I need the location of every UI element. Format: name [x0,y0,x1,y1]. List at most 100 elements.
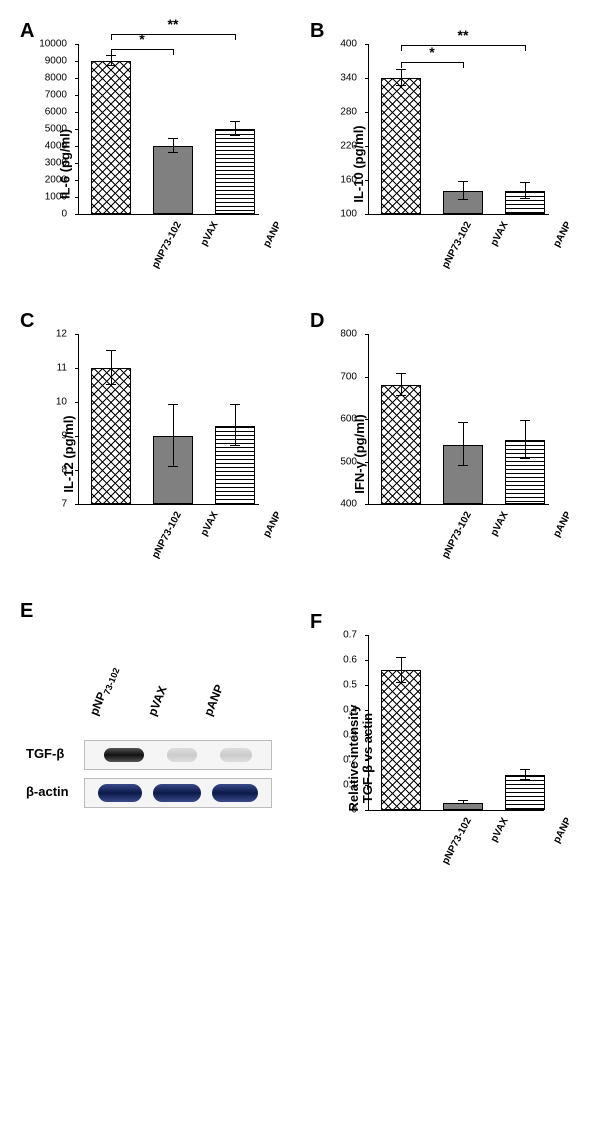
plot-area: 789101112pNP73-102pVAXpANP [78,334,259,505]
error-cap [520,458,530,459]
bars [79,334,259,504]
x-label: pVAX [489,510,511,538]
panel-D: D 400500600700800pNP73-102pVAXpANPIFN-γ (… [310,310,580,574]
error-cap [230,404,240,405]
panel-B: B100160220280340400pNP73-102pVAXpANP***I… [310,20,580,284]
error-bar [401,374,402,395]
chart-D: 400500600700800pNP73-102pVAXpANPIFN-γ (p… [368,334,580,574]
y-tick-label: 0 [61,209,67,220]
error-cap [396,657,406,658]
y-tick-label: 11 [57,363,67,374]
error-cap [230,445,240,446]
figure-root: A 010002000300040005000600070008000900010… [0,0,600,1131]
y-tick-label: 280 [340,107,357,118]
y-axis-label: IL-10 (pg/ml) [351,125,366,202]
error-bar [173,139,174,153]
y-tick [75,504,79,505]
error-cap [168,152,178,153]
lane-label-container: pVAX [146,704,190,718]
error-cap [168,466,178,467]
y-axis-label: IL-12 (pg/ml) [61,415,76,492]
y-tick-label: 400 [340,499,357,510]
bars [79,44,259,214]
error-bar [525,421,526,459]
error-bar [401,658,402,683]
error-cap [458,422,468,423]
gel-band [167,748,197,762]
gel-row-label: TGF-β [26,746,64,761]
plot-area: 400500600700800pNP73-102pVAXpANP [368,334,549,505]
panel-letter: C [20,310,34,333]
error-cap [520,198,530,199]
sig-star: ** [168,16,179,32]
y-tick [365,504,369,505]
y-tick-label: 8000 [45,73,67,84]
panel-letter: F [310,611,322,634]
y-tick-label: 0.5 [343,680,357,691]
y-axis-label: IFN-γ (pg/ml) [352,414,367,493]
y-tick-label: 400 [340,39,357,50]
gel-band [98,784,142,802]
bar-pANP [215,129,255,214]
bar-pNP73-102 [91,61,131,214]
error-cap [396,69,406,70]
gel-lane-labels: pNP73-102 pVAX pANP [90,628,246,718]
error-cap [396,395,406,396]
y-tick-label: 10 [56,397,67,408]
error-cap [106,55,116,56]
error-bar [525,183,526,199]
y-tick-label: 7000 [45,90,67,101]
x-label: pANP [551,220,573,249]
chart-C: 789101112pNP73-102pVAXpANPIL-12 (pg/ml) [78,334,290,574]
bars [369,635,544,810]
error-cap [230,135,240,136]
bar-pNP73-102 [381,385,421,504]
bar-pNP73-102 [381,670,421,810]
chart-B: 100160220280340400pNP73-102pVAXpANP***IL… [368,44,580,284]
x-label: pVAX [489,220,511,248]
error-cap [520,182,530,183]
panel-A: A 010002000300040005000600070008000900010… [20,20,290,284]
panel-F: F 00.10.20.30.40.50.60.7pNP73-102pVAXpANP… [310,611,580,880]
y-tick-label: 9000 [45,56,67,67]
error-cap [230,121,240,122]
x-label: pVAX [199,220,221,248]
row-3: EpNP73-102 pVAX pANP TGF-β β-actin F 00.10.20… [20,600,580,880]
gel-strip [84,778,272,808]
y-tick-label: 340 [340,73,357,84]
error-cap [458,181,468,182]
bar-pVAX [153,146,193,214]
x-label: pVAX [199,510,221,538]
chart-F: 00.10.20.30.40.50.60.7pNP73-102pVAXpANPR… [368,635,580,880]
x-label: pNP73-102 [440,510,474,560]
y-tick-label: 700 [340,371,357,382]
bar-pANP [505,775,545,810]
x-label: pANP [551,510,573,539]
error-cap [520,779,530,780]
plot-area: 100160220280340400pNP73-102pVAXpANP*** [368,44,549,215]
y-tick-label: 10000 [39,39,67,50]
gel-band [220,748,252,762]
panel-letter: D [310,310,324,333]
bars [369,334,549,504]
sig-line [111,34,235,35]
error-cap [396,682,406,683]
row-1: A 010002000300040005000600070008000900010… [20,20,580,284]
error-cap [168,138,178,139]
error-bar [463,423,464,466]
plot-area: 0100020003000400050006000700080009000100… [78,44,259,215]
error-cap [520,420,530,421]
sig-drop [235,34,236,40]
error-cap [458,199,468,200]
error-bar [463,182,464,200]
panel-letter: A [20,20,34,43]
lane-label: pNP73-102 [87,693,110,718]
error-cap [106,350,116,351]
y-tick-label: 0.7 [343,630,357,641]
error-cap [106,65,116,66]
gel-row-label: β-actin [26,784,69,799]
lane-label-container: pANP [202,704,246,718]
y-tick [365,214,369,215]
y-tick-label: 100 [340,209,357,220]
panel-letter: E [20,600,33,623]
